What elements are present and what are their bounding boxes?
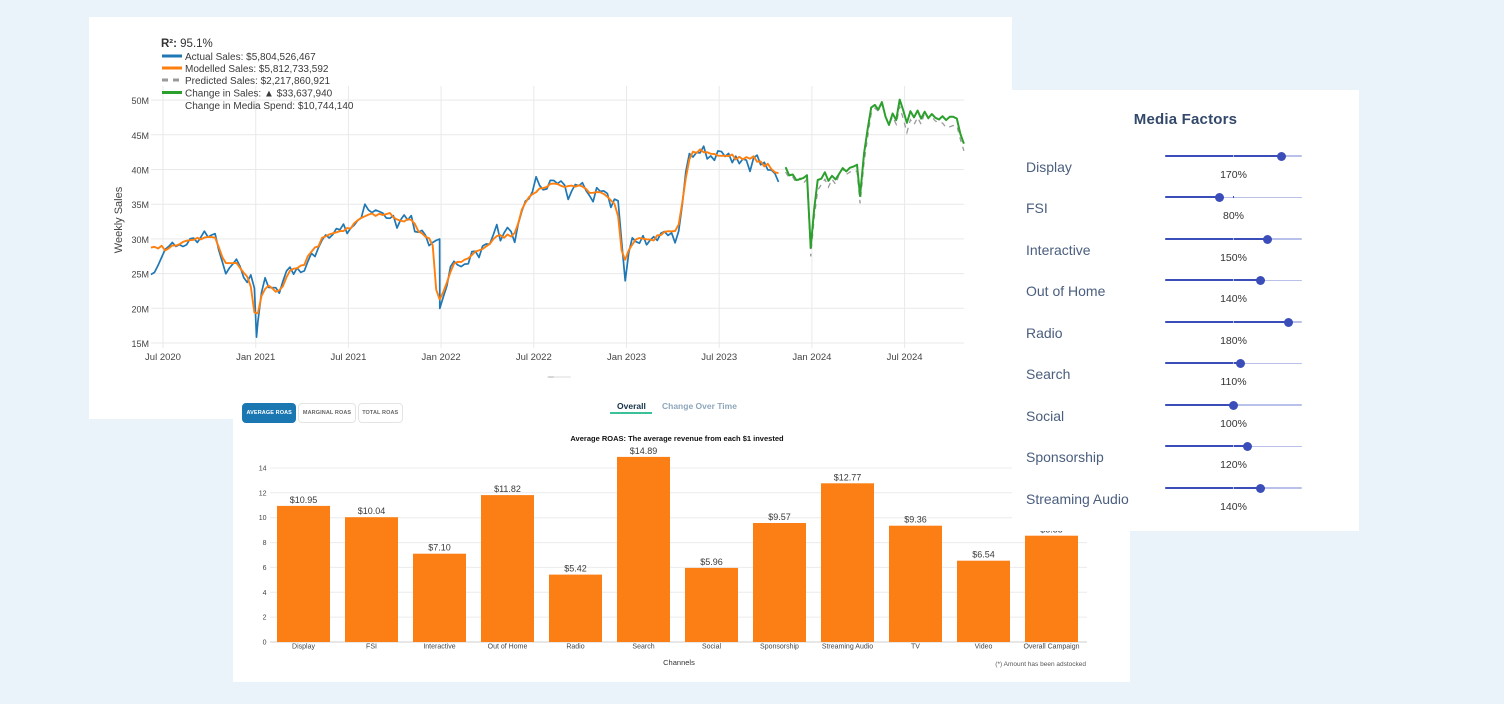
svg-text:Jan 2024: Jan 2024	[792, 352, 831, 363]
svg-text:Modelled Sales: $5,812,733,592: Modelled Sales: $5,812,733,592	[185, 64, 329, 75]
svg-text:$5.42: $5.42	[564, 564, 587, 574]
svg-text:Search: Search	[632, 644, 654, 651]
svg-text:Jan 2021: Jan 2021	[236, 352, 275, 363]
svg-text:20M: 20M	[131, 304, 149, 314]
svg-text:15M: 15M	[131, 339, 149, 349]
svg-text:Interactive: Interactive	[423, 644, 455, 651]
svg-text:$10.04: $10.04	[358, 506, 386, 516]
svg-text:Jan 2022: Jan 2022	[422, 352, 461, 363]
svg-text:25M: 25M	[131, 270, 149, 280]
svg-text:$7.10: $7.10	[428, 543, 451, 553]
svg-text:Change in Media Spend: $10,744: Change in Media Spend: $10,744,140	[185, 101, 354, 112]
svg-text:35M: 35M	[131, 200, 149, 210]
svg-text:$9.36: $9.36	[904, 515, 927, 525]
svg-text:FSI: FSI	[366, 644, 377, 651]
svg-text:40M: 40M	[131, 166, 149, 176]
svg-text:Jul 2020: Jul 2020	[145, 352, 181, 363]
svg-text:Jul 2024: Jul 2024	[887, 352, 923, 363]
svg-text:Streaming Audio: Streaming Audio	[822, 644, 873, 651]
svg-text:Display: Display	[292, 644, 315, 651]
svg-text:Jan 2023: Jan 2023	[607, 352, 646, 363]
svg-text:(*) Amount has been adstocked: (*) Amount has been adstocked	[995, 661, 1086, 668]
svg-text:Jul 2023: Jul 2023	[701, 352, 737, 363]
svg-text:$14.89: $14.89	[630, 446, 658, 456]
svg-text:TV: TV	[911, 644, 920, 651]
svg-text:12: 12	[259, 490, 267, 497]
svg-text:$5.96: $5.96	[700, 557, 723, 567]
svg-text:8: 8	[263, 540, 267, 547]
svg-text:Video: Video	[975, 644, 993, 651]
svg-text:45M: 45M	[131, 131, 149, 141]
svg-text:Radio: Radio	[566, 644, 584, 651]
svg-text:Sponsorship: Sponsorship	[760, 644, 799, 651]
svg-text:Actual Sales: $5,804,526,467: Actual Sales: $5,804,526,467	[185, 52, 316, 63]
svg-text:0: 0	[263, 640, 267, 647]
svg-text:$9.57: $9.57	[768, 512, 791, 522]
svg-text:Weekly Sales: Weekly Sales	[113, 186, 125, 253]
svg-text:Social: Social	[702, 644, 722, 651]
svg-text:Out of Home: Out of Home	[488, 644, 528, 651]
svg-text:Predicted Sales: $2,217,860,92: Predicted Sales: $2,217,860,921	[185, 76, 331, 87]
svg-text:Change in Sales: ▲ $33,637,940: Change in Sales: ▲ $33,637,940	[185, 89, 333, 100]
svg-text:Jul 2021: Jul 2021	[330, 352, 366, 363]
svg-text:$12.77: $12.77	[834, 472, 862, 482]
svg-text:Jul 2022: Jul 2022	[516, 352, 552, 363]
svg-text:$6.54: $6.54	[972, 550, 995, 560]
svg-text:50M: 50M	[131, 96, 149, 106]
svg-text:4: 4	[263, 590, 267, 597]
svg-text:Average ROAS: The average reve: Average ROAS: The average revenue from e…	[570, 434, 784, 443]
svg-text:R²: 95.1%: R²: 95.1%	[161, 38, 213, 50]
svg-text:$11.82: $11.82	[494, 484, 521, 494]
svg-text:Overall Campaign: Overall Campaign	[1023, 644, 1079, 651]
svg-text:Channels: Channels	[663, 658, 695, 667]
svg-text:30M: 30M	[131, 235, 149, 245]
svg-text:2: 2	[263, 615, 267, 622]
svg-text:10: 10	[259, 515, 267, 522]
svg-text:6: 6	[263, 565, 267, 572]
svg-text:$10.95: $10.95	[290, 495, 318, 505]
svg-text:14: 14	[259, 466, 267, 473]
